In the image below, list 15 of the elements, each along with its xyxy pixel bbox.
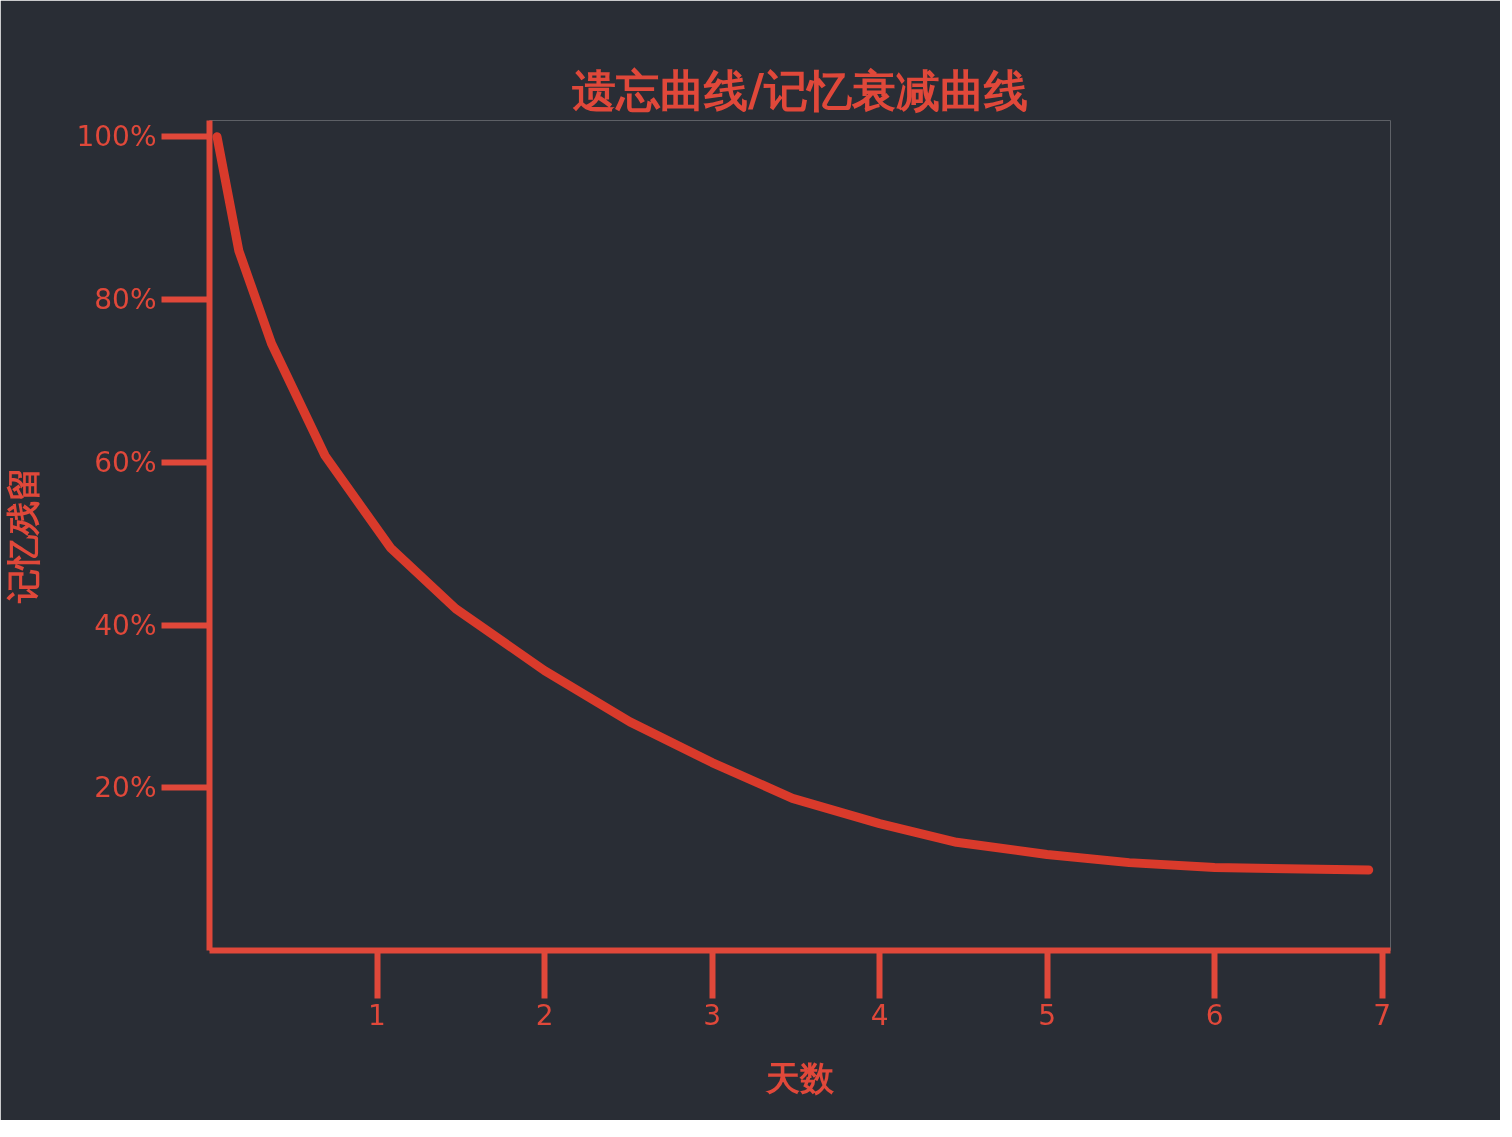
y-axis-title: 记忆残留 [3, 467, 44, 605]
y-tick-label: 60% [94, 445, 157, 479]
chart-title: 遗忘曲线/记忆衰减曲线 [571, 64, 1029, 116]
y-tick-label: 20% [94, 771, 157, 805]
y-tick-label: 80% [94, 283, 157, 317]
y-tick-label: 100% [76, 120, 157, 154]
x-tick-label: 2 [535, 998, 554, 1032]
x-tick-label: 1 [368, 998, 386, 1032]
x-tick-label: 4 [870, 998, 889, 1032]
x-axis-title: 天数 [765, 1057, 835, 1098]
x-tick-label: 3 [703, 998, 721, 1032]
y-tick-label: 40% [94, 608, 157, 642]
x-tick-label: 6 [1205, 998, 1224, 1032]
x-tick-label: 5 [1038, 998, 1057, 1032]
x-tick-label: 7 [1373, 998, 1392, 1032]
